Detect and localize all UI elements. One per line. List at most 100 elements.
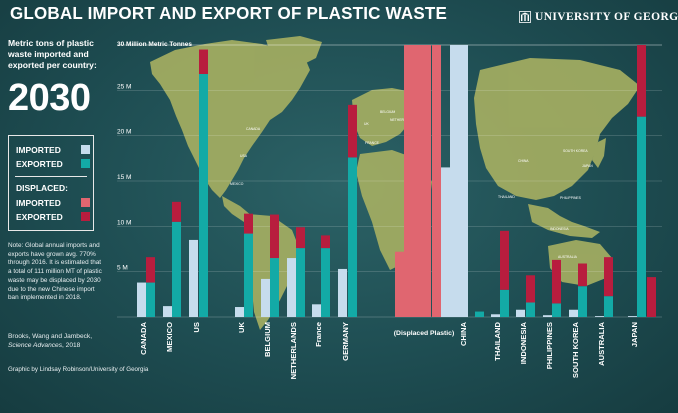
legend-displaced-exported-swatch [81,212,90,221]
displaced-plastic-bar [450,45,459,317]
y-tick-label: 20 M [117,129,131,136]
y-tick-label: 15 M [117,174,131,181]
map-label-australia: AUSTRALIA [558,255,578,259]
bar-imported [338,268,347,317]
category-label: THAILAND [493,321,502,360]
bar-imported [491,314,500,317]
bars [137,45,656,317]
credit-journal: Science Advances [8,342,63,349]
category-label: France [314,322,323,347]
legend-displaced-heading-text: DISPLACED: [16,183,68,193]
credit-year: , 2018 [62,342,81,349]
displaced-plastic-bar [432,45,441,317]
bar-displaced-exported [500,230,509,290]
bar-imported [595,316,604,317]
bar-exported [526,302,535,317]
map-north-america [150,40,310,198]
map-label-canada: CANADA [246,127,261,131]
map-label-france: FRANCE [365,141,380,145]
displaced-plastic-bar [404,45,413,317]
map-label-thailand: THAILAND [498,195,515,199]
map-label-philippines: PHILIPPINES [560,196,582,200]
legend-displaced-imported-swatch [81,198,90,207]
displaced-plastic-bar [413,45,422,317]
legend-displaced-exported: EXPORTED [16,212,94,222]
map-labels: CANADA USA MEXICO BELGIUM NETHERLANDS UK… [230,110,593,259]
page-title: GLOBAL IMPORT AND EXPORT OF PLASTIC WAST… [10,3,447,24]
legend-exported: EXPORTED [16,159,94,169]
category-label: (Displaced Plastic) [394,330,454,337]
bar-imported [137,282,146,317]
map-asia [474,58,640,200]
map-label-japan: JAPAN [582,164,593,168]
logo-text: UNIVERSITY OF GEORGIA [535,11,678,23]
bar-imported [287,258,296,317]
map-label-indonesia: INDONESIA [550,227,569,231]
bar-displaced-exported [348,104,357,158]
bar-displaced-exported [637,45,646,117]
map-label-belgium: BELGIUM [380,110,395,114]
legend-displaced-imported: IMPORTED [16,198,94,208]
category-labels: CANADA MEXICO US UK BELGIUM NETHERLANDS France… [139,321,639,379]
category-label: UK [237,321,246,332]
axis-top-label: 30 Million Metric Tonnes [117,41,192,48]
bar-exported [321,248,330,317]
subtitle: Metric tons of plastic waste imported an… [8,38,97,70]
map-label-china: CHINA [518,159,529,163]
legend-divider [15,176,87,177]
y-tick-label: 25 M [117,83,131,90]
bar-displaced-exported [296,227,305,249]
bar-imported [261,278,270,317]
displaced-plastic-bar [459,45,468,317]
map-australia [548,240,612,286]
legend-displaced-imported-label: IMPORTED [16,198,61,208]
bar-imported [543,315,552,317]
legend-displaced-heading: DISPLACED: [16,183,94,193]
bar-imported [189,239,198,317]
y-tick-label: 5 M [117,265,128,272]
displaced-plastic-bar [441,167,450,317]
category-label: INDONESIA [519,321,528,364]
side-panel: Metric tons of plastic waste imported an… [8,38,100,117]
bar-imported [569,309,578,317]
bar-displaced-exported [647,277,656,317]
bar-displaced-exported [321,235,330,249]
source-credit: Brooks, Wang and Jambeck, Science Advanc… [8,332,108,350]
category-label: CANADA [139,321,148,354]
arch-icon [519,11,531,23]
bar-displaced-exported [146,257,155,283]
map-label-netherlands: NETHERLANDS [390,118,416,122]
category-label: JAPAN [630,322,639,347]
map-uk [360,100,372,120]
map-se-asia [528,204,600,238]
displaced-plastic-bar [395,251,404,317]
bar-exported [172,221,181,317]
note: Note: Global annual imports and exports … [8,242,102,302]
map-label-south-korea: SOUTH KOREA [563,149,588,153]
legend-imported-label: IMPORTED [16,145,61,155]
bar-displaced-exported [244,213,253,234]
map-greenland [266,36,322,66]
legend-exported-label: EXPORTED [16,159,63,169]
bar-exported [270,258,279,317]
bar-exported [552,303,561,317]
map-label-uk: UK [364,122,369,126]
bar-imported [235,307,244,317]
bar-imported [163,306,172,317]
bar-displaced-exported [199,49,208,75]
bar-exported [578,286,587,317]
map-japan [592,138,606,168]
bar-displaced-exported [172,201,181,222]
category-label: AUSTRALIA [597,321,606,365]
legend-exported-swatch [81,159,90,168]
category-label: CHINA [459,321,468,346]
bar-exported [199,74,208,317]
credit-authors: Brooks, Wang and Jambeck, [8,333,93,340]
legend-displaced-exported-label: EXPORTED [16,212,63,222]
bar-exported [348,157,357,317]
bar-imported [516,309,525,317]
bar-displaced-exported [604,257,613,297]
category-label: SOUTH KOREA [571,321,580,378]
bar-exported [500,289,509,317]
